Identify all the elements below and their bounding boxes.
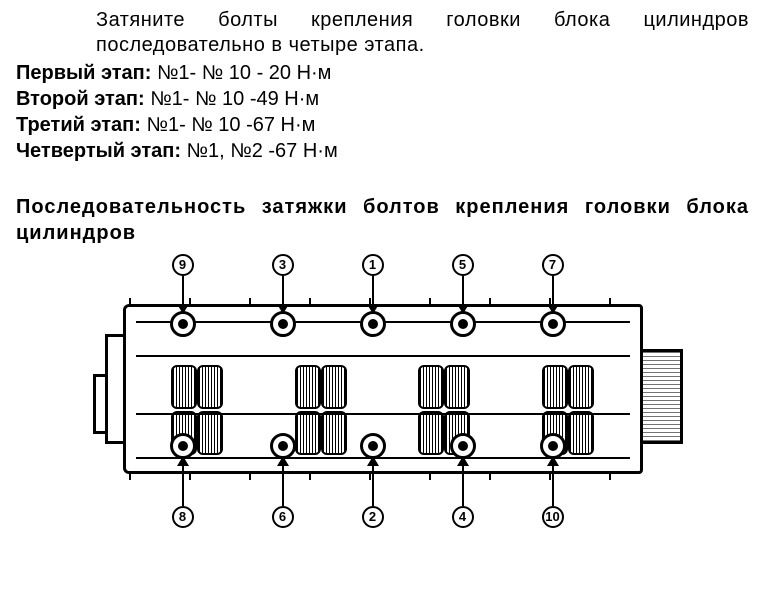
step-2-value: №1- № 10 -49 Н·м <box>150 88 319 110</box>
callout-group: 6 <box>272 457 294 528</box>
arrow-up-icon <box>462 457 464 506</box>
callout-group: 2 <box>362 457 384 528</box>
torque-sequence-diagram: 9 8 3 6 1 2 5 4 7 10 <box>83 254 683 554</box>
rib <box>136 355 630 357</box>
torque-steps: Первый этап: №1- № 10 - 20 Н·м Второй эт… <box>16 60 749 164</box>
step-3-label: Третий этап: <box>16 114 141 136</box>
cam-row-top <box>136 363 630 407</box>
arrow-down-icon <box>462 276 464 313</box>
bolt-hole <box>170 311 196 337</box>
step-1-value: №1- № 10 - 20 Н·м <box>157 62 331 84</box>
arrow-down-icon <box>552 276 554 313</box>
cam-lobe <box>414 363 474 407</box>
step-4-value: №1, №2 -67 Н·м <box>187 140 338 162</box>
cam-lobe <box>167 363 227 407</box>
arrow-down-icon <box>282 276 284 313</box>
step-4-label: Четвертый этап: <box>16 140 181 162</box>
step-3: Третий этап: №1- № 10 -67 Н·м <box>16 112 749 138</box>
bolt-number-label: 4 <box>452 506 474 528</box>
arrow-up-icon <box>182 457 184 506</box>
bolt-number-label: 5 <box>452 254 474 276</box>
callout-group: 8 <box>172 457 194 528</box>
right-protrusion-hatch <box>638 352 680 441</box>
cam-lobe <box>291 409 351 453</box>
intro-text: Затяните болты крепления головки блока ц… <box>16 8 749 58</box>
bolt-number-label: 1 <box>362 254 384 276</box>
bolt-hole <box>360 311 386 337</box>
arrow-up-icon <box>282 457 284 506</box>
bolt-number-label: 7 <box>542 254 564 276</box>
step-4: Четвертый этап: №1, №2 -67 Н·м <box>16 138 749 164</box>
bolt-number-label: 10 <box>542 506 564 528</box>
bolt-number-label: 9 <box>172 254 194 276</box>
bolt-hole <box>450 311 476 337</box>
step-1: Первый этап: №1- № 10 - 20 Н·м <box>16 60 749 86</box>
step-1-label: Первый этап: <box>16 62 151 84</box>
step-2: Второй этап: №1- № 10 -49 Н·м <box>16 86 749 112</box>
arrow-up-icon <box>372 457 374 506</box>
arrow-down-icon <box>182 276 184 313</box>
bolt-number-label: 2 <box>362 506 384 528</box>
bolt-hole <box>270 311 296 337</box>
cam-lobe <box>291 363 351 407</box>
section-title: Последовательность затяжки болтов крепле… <box>16 194 749 246</box>
arrow-down-icon <box>372 276 374 313</box>
bolt-number-label: 6 <box>272 506 294 528</box>
bolt-number-label: 8 <box>172 506 194 528</box>
arrow-up-icon <box>552 457 554 506</box>
step-3-value: №1- № 10 -67 Н·м <box>146 114 315 136</box>
cam-lobe <box>538 363 598 407</box>
bolt-number-label: 3 <box>272 254 294 276</box>
callout-group: 10 <box>542 457 564 528</box>
callout-group: 4 <box>452 457 474 528</box>
page: Затяните болты крепления головки блока ц… <box>0 0 765 594</box>
bolt-hole <box>540 311 566 337</box>
step-2-label: Второй этап: <box>16 88 145 110</box>
